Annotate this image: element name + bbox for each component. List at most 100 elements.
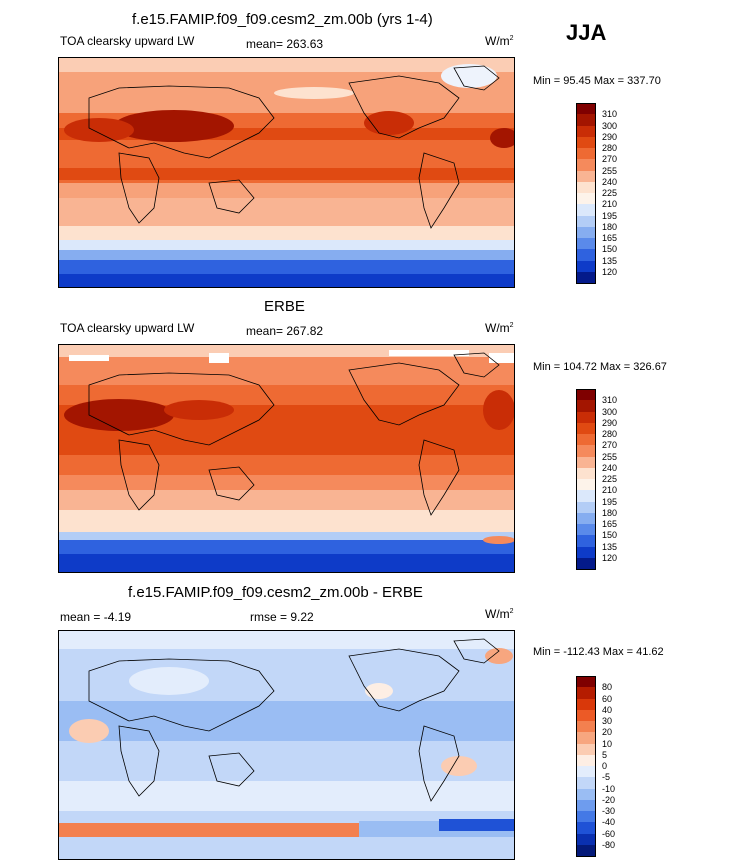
colorbar-swatch: [576, 811, 596, 823]
colorbar-swatch: [576, 159, 596, 171]
colorbar-swatch: [576, 501, 596, 514]
panel2-variable: TOA clearsky upward LW: [60, 321, 195, 335]
colorbar-swatch: [576, 204, 596, 216]
colorbar-swatch: [576, 434, 596, 446]
panel1-minmax: Min = 95.45 Max = 337.70: [533, 75, 661, 87]
colorbar-swatch: [576, 445, 596, 457]
panel2-mean: mean= 267.82: [246, 324, 324, 338]
panel2-map: [58, 344, 515, 573]
colorbar-swatch: [576, 400, 596, 412]
panel1-title: f.e15.FAMIP.f09_f09.cesm2_zm.00b (yrs 1-…: [132, 11, 433, 28]
colorbar-tick-label: 290: [602, 131, 618, 142]
colorbar-tick-label: 0: [602, 761, 608, 771]
colorbar-swatch: [576, 215, 596, 228]
colorbar-tick-label: 135: [602, 255, 618, 266]
panel3-units: W/m2: [485, 607, 514, 621]
panel3-map: [58, 630, 515, 860]
colorbar-tick-label: 280: [602, 429, 618, 439]
colorbar-tick-label: 80: [602, 682, 613, 693]
colorbar-swatch: [576, 181, 596, 194]
colorbar-swatch: [576, 844, 596, 857]
colorbar-swatch: [576, 788, 596, 801]
colorbar-swatch: [576, 226, 596, 239]
colorbar-swatch: [576, 148, 596, 160]
colorbar-swatch: [576, 249, 596, 261]
panel3-mean: mean = -4.19: [60, 610, 132, 624]
colorbar-swatch: [576, 114, 596, 126]
colorbar-tick-label: 270: [602, 154, 618, 165]
colorbar-tick-label: 60: [602, 693, 613, 704]
colorbar-swatch: [576, 799, 596, 812]
season-label: JJA: [566, 20, 607, 45]
colorbar-tick-label: -30: [602, 806, 616, 816]
colorbar-tick-label: 20: [602, 727, 613, 738]
colorbar-tick-label: 225: [602, 474, 618, 484]
colorbar-tick-label: 135: [602, 541, 618, 552]
colorbar-tick-label: 195: [602, 496, 618, 507]
colorbar-tick-label: -60: [602, 828, 616, 839]
colorbar-tick-label: -10: [602, 783, 616, 794]
colorbar-tick-label: 310: [602, 395, 618, 406]
colorbar-tick-label: 270: [602, 440, 618, 451]
colorbar-tick-label: 255: [602, 165, 618, 176]
colorbar-tick-label: 280: [602, 143, 618, 153]
colorbar-tick-label: 255: [602, 451, 618, 462]
colorbar-tick-label: -5: [602, 772, 611, 783]
colorbar-swatch: [576, 535, 596, 547]
panel1-mean: mean= 263.63: [246, 37, 324, 51]
colorbar-swatch: [576, 422, 596, 435]
colorbar-tick-label: -20: [602, 794, 616, 805]
colorbar-tick-label: -40: [602, 817, 616, 828]
colorbar-tick-label: 180: [602, 507, 618, 518]
colorbar-swatch: [576, 687, 596, 699]
colorbar-tick-label: 290: [602, 417, 618, 428]
colorbar-swatch: [576, 490, 596, 502]
colorbar-swatch: [576, 170, 596, 183]
colorbar-swatch: [576, 721, 596, 733]
colorbar-swatch: [576, 125, 596, 138]
colorbar-tick-label: 310: [602, 109, 618, 120]
colorbar-swatch: [576, 524, 596, 536]
panel3-rmse: rmse = 9.22: [250, 610, 314, 624]
colorbar-swatch: [576, 193, 596, 205]
panel1-variable: TOA clearsky upward LW: [60, 34, 195, 48]
colorbar-swatch: [576, 833, 596, 846]
panel1-map: [58, 57, 515, 288]
panel2-units: W/m2: [485, 321, 514, 335]
colorbar-tick-label: 120: [602, 552, 618, 563]
colorbar-tick-label: 195: [602, 210, 618, 221]
colorbar-swatch: [576, 238, 596, 250]
colorbar-tick-label: 165: [602, 233, 618, 243]
colorbar-swatch: [576, 709, 596, 722]
panel3-minmax: Min = -112.43 Max = 41.62: [533, 646, 664, 658]
colorbar-tick-label: 210: [602, 199, 618, 210]
colorbar-swatch: [576, 557, 596, 570]
colorbar-swatch: [576, 766, 596, 778]
panel2-colorbar: 310 300 290 280 270 255 240 225 210 195 180 165 150 1…: [576, 389, 646, 570]
colorbar-tick-label: 150: [602, 244, 618, 255]
colorbar-swatch: [576, 822, 596, 834]
colorbar-tick-label: 30: [602, 716, 613, 726]
colorbar-swatch: [576, 777, 596, 789]
colorbar-swatch: [576, 479, 596, 491]
colorbar-tick-label: 300: [602, 406, 618, 417]
colorbar-swatch: [576, 676, 596, 688]
colorbar-tick-label: 300: [602, 120, 618, 131]
colorbar-tick-label: 225: [602, 188, 618, 198]
panel2-title: ERBE: [264, 298, 305, 315]
colorbar-swatch: [576, 512, 596, 525]
colorbar-swatch: [576, 754, 596, 767]
colorbar-swatch: [576, 103, 596, 115]
colorbar-tick-label: 210: [602, 485, 618, 496]
colorbar-tick-label: 240: [602, 176, 618, 187]
colorbar-swatch: [576, 260, 596, 273]
colorbar-tick-label: -80: [602, 839, 616, 850]
colorbar-tick-label: 165: [602, 519, 618, 529]
panel3-title: f.e15.FAMIP.f09_f09.cesm2_zm.00b - ERBE: [128, 584, 423, 601]
colorbar-tick-label: 180: [602, 221, 618, 232]
colorbar-swatch: [576, 411, 596, 424]
colorbar-tick-label: 5: [602, 749, 608, 760]
colorbar-swatch: [576, 743, 596, 756]
colorbar-swatch: [576, 271, 596, 284]
colorbar-swatch: [576, 136, 596, 149]
